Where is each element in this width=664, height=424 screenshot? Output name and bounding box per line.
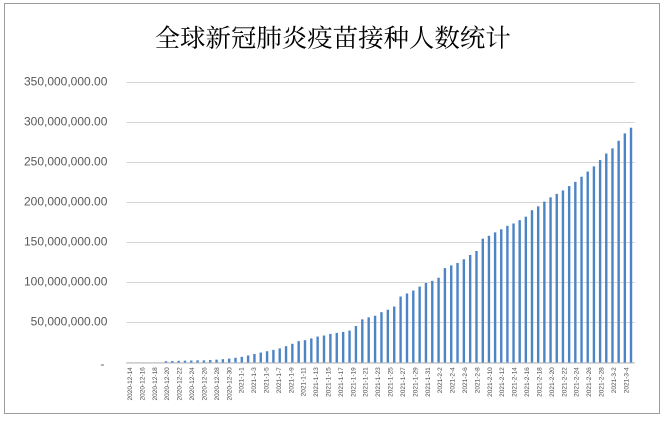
svg-text:2020-12-18: 2020-12-18 <box>152 367 159 401</box>
svg-text:2021-2-12: 2021-2-12 <box>499 367 506 397</box>
svg-text:2021-1-5: 2021-1-5 <box>263 367 270 393</box>
svg-text:2021-2-8: 2021-2-8 <box>474 367 481 393</box>
svg-text:2021-1-25: 2021-1-25 <box>388 367 395 397</box>
svg-text:2021-1-7: 2021-1-7 <box>276 367 283 393</box>
svg-text:200,000,000.00: 200,000,000.00 <box>24 195 108 209</box>
svg-text:2021-1-21: 2021-1-21 <box>363 367 370 397</box>
svg-text:2021-3-2: 2021-3-2 <box>611 367 618 393</box>
svg-text:2020-12-22: 2020-12-22 <box>177 367 184 401</box>
svg-text:2021-1-19: 2021-1-19 <box>350 367 357 397</box>
svg-text:2021-2-22: 2021-2-22 <box>561 367 568 397</box>
svg-text:2021-1-31: 2021-1-31 <box>425 367 432 397</box>
svg-text:2021-2-26: 2021-2-26 <box>586 367 593 397</box>
svg-text:2021-3-4: 2021-3-4 <box>623 367 630 393</box>
svg-text:2020-12-26: 2020-12-26 <box>201 367 208 401</box>
svg-text:50,000,000.00: 50,000,000.00 <box>31 315 108 329</box>
svg-text:2020-12-24: 2020-12-24 <box>189 367 196 401</box>
svg-text:2020-12-14: 2020-12-14 <box>127 367 134 401</box>
svg-text:2021-2-24: 2021-2-24 <box>574 367 581 397</box>
svg-text:2021-1-3: 2021-1-3 <box>251 367 258 393</box>
svg-text:2020-12-16: 2020-12-16 <box>139 367 146 401</box>
svg-text:2020-12-28: 2020-12-28 <box>214 367 221 401</box>
svg-text:2021-2-20: 2021-2-20 <box>549 367 556 397</box>
svg-text:350,000,000.00: 350,000,000.00 <box>24 75 108 89</box>
svg-text:2021-2-6: 2021-2-6 <box>462 367 469 393</box>
svg-text:2021-1-17: 2021-1-17 <box>338 367 345 397</box>
svg-text:2021-2-10: 2021-2-10 <box>487 367 494 397</box>
svg-text:250,000,000.00: 250,000,000.00 <box>24 155 108 169</box>
svg-text:2021-2-28: 2021-2-28 <box>598 367 605 397</box>
svg-text:2021-1-23: 2021-1-23 <box>375 367 382 397</box>
svg-text:2021-2-2: 2021-2-2 <box>437 367 444 393</box>
svg-text:2021-1-1: 2021-1-1 <box>239 367 246 393</box>
svg-text:2021-1-29: 2021-1-29 <box>412 367 419 397</box>
svg-text:2020-12-30: 2020-12-30 <box>226 367 233 401</box>
svg-text:2021-2-18: 2021-2-18 <box>536 367 543 397</box>
svg-text:150,000,000.00: 150,000,000.00 <box>24 235 108 249</box>
svg-text:2021-1-13: 2021-1-13 <box>313 367 320 397</box>
svg-text:300,000,000.00: 300,000,000.00 <box>24 115 108 129</box>
svg-text:2021-1-9: 2021-1-9 <box>288 367 295 393</box>
svg-text:2021-2-14: 2021-2-14 <box>512 367 519 397</box>
svg-text:-: - <box>100 357 104 371</box>
svg-text:2020-12-20: 2020-12-20 <box>164 367 171 401</box>
svg-text:2021-1-27: 2021-1-27 <box>400 367 407 397</box>
svg-text:100,000,000.00: 100,000,000.00 <box>24 275 108 289</box>
svg-text:2021-2-16: 2021-2-16 <box>524 367 531 397</box>
svg-text:2021-2-4: 2021-2-4 <box>450 367 457 393</box>
svg-text:2021-1-11: 2021-1-11 <box>301 367 308 397</box>
svg-text:2021-1-15: 2021-1-15 <box>326 367 333 397</box>
